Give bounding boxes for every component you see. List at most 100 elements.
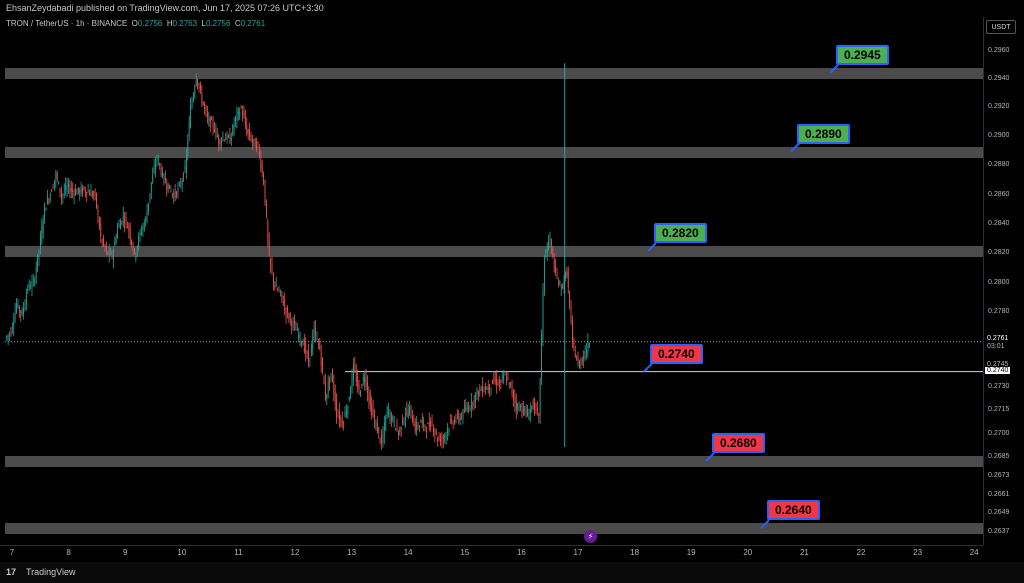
candle-body — [423, 420, 425, 425]
zone-band[interactable] — [5, 246, 983, 258]
candle-body — [34, 279, 36, 284]
candle-body — [10, 331, 12, 336]
candle-body — [254, 138, 256, 148]
candle-body — [322, 357, 323, 371]
symbol-title[interactable]: TRON / TetherUS · 1h · BINANCE — [6, 19, 128, 28]
candle-body — [404, 416, 406, 419]
candle-body — [87, 191, 89, 193]
candle-body — [166, 185, 168, 189]
candle-body — [164, 177, 166, 183]
price-tick: 0.2820 — [988, 249, 1010, 256]
candle-body — [477, 391, 479, 396]
candle-body — [389, 411, 391, 417]
zone-band[interactable] — [5, 523, 983, 535]
zone-band[interactable] — [5, 68, 983, 79]
candle-body — [517, 404, 519, 409]
current-price-tag: 0.2761 — [985, 334, 1011, 342]
candle-body — [156, 158, 158, 161]
candle-body — [260, 157, 262, 168]
candle-body — [548, 242, 549, 251]
candle-body — [239, 111, 241, 118]
candle-body — [473, 399, 475, 403]
time-tick: 16 — [516, 548, 526, 557]
candle-body — [339, 411, 340, 421]
candle-body — [385, 416, 387, 430]
candle-body — [289, 313, 291, 319]
price-tick: 0.2673 — [988, 472, 1010, 479]
candle-body — [407, 411, 409, 418]
level-callout[interactable]: 0.2740 — [650, 343, 703, 364]
candle-body — [124, 219, 126, 224]
candle-body — [330, 373, 332, 375]
candle-body — [437, 437, 439, 443]
candle-body — [353, 363, 354, 380]
candle-body — [508, 382, 510, 385]
price-tick: 0.2920 — [988, 103, 1010, 110]
candle-body — [214, 128, 215, 132]
candle-body — [301, 341, 302, 344]
candle-body — [169, 184, 170, 189]
candle-body — [543, 256, 545, 293]
candle-body — [562, 287, 564, 288]
candle-body — [273, 273, 274, 283]
time-tick: 21 — [799, 548, 809, 557]
currency-button[interactable]: USDT — [986, 20, 1016, 34]
candle-body — [263, 174, 265, 184]
price-chart[interactable] — [5, 17, 983, 545]
zone-band[interactable] — [5, 456, 983, 468]
candle-body — [155, 164, 156, 172]
price-axis[interactable] — [983, 17, 1024, 545]
zone-callout[interactable]: 0.2680 — [712, 433, 765, 454]
candle-body — [515, 401, 517, 411]
candle-body — [341, 419, 343, 426]
publisher-bar: EhsanZeydabadi published on TradingView.… — [0, 0, 1024, 17]
countdown-tag: 03:01 — [985, 342, 1007, 350]
zone-callout[interactable]: 0.2640 — [767, 500, 820, 521]
candle-body — [61, 191, 62, 198]
candle-body — [170, 190, 172, 192]
candle-body — [520, 405, 521, 408]
candle-body — [215, 130, 217, 133]
candle-body — [560, 285, 562, 289]
candle-body — [183, 174, 184, 180]
candle-body — [246, 124, 248, 134]
candle-body — [222, 137, 224, 139]
time-tick: 12 — [290, 548, 300, 557]
candle-body — [277, 289, 279, 291]
ohlc-o-label: O — [131, 19, 138, 28]
candle-body — [190, 105, 192, 128]
candle-body — [492, 379, 493, 384]
candle-body — [94, 191, 96, 193]
footer-brand: TradingView — [26, 567, 76, 577]
candle-body — [351, 373, 353, 389]
candle-body — [419, 425, 420, 427]
candle-body — [223, 139, 225, 141]
callout-connector — [829, 64, 839, 74]
candle-body — [141, 232, 142, 235]
candle-body — [365, 373, 367, 387]
time-tick: 13 — [347, 548, 357, 557]
candle-body — [542, 291, 544, 339]
candle-body — [369, 394, 371, 406]
candle-body — [294, 321, 295, 324]
zone-callout[interactable]: 0.2820 — [654, 223, 707, 244]
candle-body — [566, 272, 568, 277]
candle-body — [42, 221, 44, 233]
zone-callout[interactable]: 0.2945 — [836, 45, 889, 65]
candle-body — [122, 214, 124, 220]
flash-icon[interactable]: ⚡ — [584, 530, 597, 543]
time-axis[interactable] — [0, 545, 983, 562]
candle-body — [258, 148, 260, 155]
candle-body — [427, 423, 429, 425]
ohlc-open: 0.2756 — [137, 19, 163, 28]
candle-body — [324, 382, 326, 400]
candle-body — [268, 240, 270, 256]
candle-body — [23, 308, 24, 314]
time-tick: 23 — [913, 548, 923, 557]
zone-callout[interactable]: 0.2890 — [797, 123, 850, 144]
candle-body — [9, 333, 10, 335]
candle-body — [452, 422, 454, 425]
zone-band[interactable] — [5, 146, 983, 158]
candle-body — [117, 227, 119, 238]
candle-body — [242, 111, 243, 116]
